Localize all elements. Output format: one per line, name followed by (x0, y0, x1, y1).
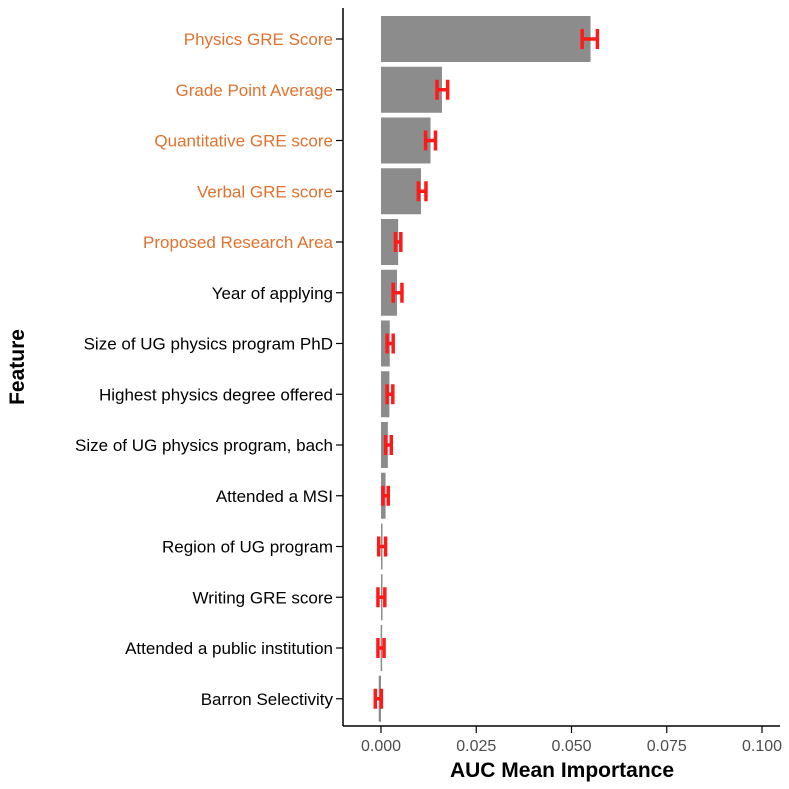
error-bar-1 (435, 79, 450, 100)
bar-5 (381, 269, 398, 316)
category-label-11: Writing GRE score (193, 588, 333, 607)
category-label-1: Grade Point Average (175, 81, 333, 100)
category-label-6: Size of UG physics program PhD (84, 335, 333, 354)
category-label-12: Attended a public institution (125, 639, 333, 658)
x-ticks-group: 0.000 0.025 0.050 0.075 0.100 (361, 726, 782, 755)
error-bar-7 (385, 384, 395, 405)
error-bar-4 (393, 232, 403, 252)
bar-1 (381, 66, 442, 113)
x-tick-label-2: 0.050 (551, 738, 591, 755)
error-bars-group (373, 29, 600, 709)
category-label-13: Barron Selectivity (201, 690, 334, 709)
bar-0 (381, 16, 591, 62)
bar-7 (381, 371, 390, 418)
category-label-3: Verbal GRE score (197, 182, 333, 201)
y-axis-title: Feature (6, 329, 29, 405)
error-bar-6 (385, 333, 395, 354)
category-label-2: Quantitative GRE score (154, 132, 333, 151)
category-labels-group: Physics GRE Score Grade Point Average Quan… (75, 30, 343, 709)
x-tick-label-3: 0.075 (647, 738, 687, 755)
error-bar-5 (391, 282, 404, 303)
x-tick-label-4: 0.100 (742, 738, 782, 755)
bar-2 (381, 117, 431, 164)
error-bar-8 (383, 435, 394, 455)
category-label-8: Size of UG physics program, bach (75, 436, 333, 455)
bar-4 (381, 219, 399, 265)
category-label-0: Physics GRE Score (184, 30, 333, 49)
error-bar-2 (423, 130, 438, 151)
error-bar-11 (376, 587, 387, 608)
error-bar-12 (376, 638, 386, 658)
category-label-9: Attended a MSI (216, 487, 333, 506)
error-bar-3 (416, 181, 428, 202)
category-label-10: Region of UG program (162, 538, 333, 557)
category-label-4: Proposed Research Area (143, 233, 333, 252)
error-bar-0 (580, 29, 600, 49)
category-label-7: Highest physics degree offered (99, 385, 333, 404)
error-bar-10 (376, 536, 388, 557)
bars-group (378, 16, 591, 722)
category-label-5: Year of applying (212, 284, 333, 303)
error-bar-9 (381, 485, 390, 506)
x-tick-label-0: 0.000 (361, 738, 401, 755)
x-tick-label-1: 0.025 (456, 738, 496, 755)
error-bar-13 (373, 688, 384, 709)
x-axis-title: AUC Mean Importance (450, 759, 674, 782)
bar-3 (381, 168, 422, 215)
